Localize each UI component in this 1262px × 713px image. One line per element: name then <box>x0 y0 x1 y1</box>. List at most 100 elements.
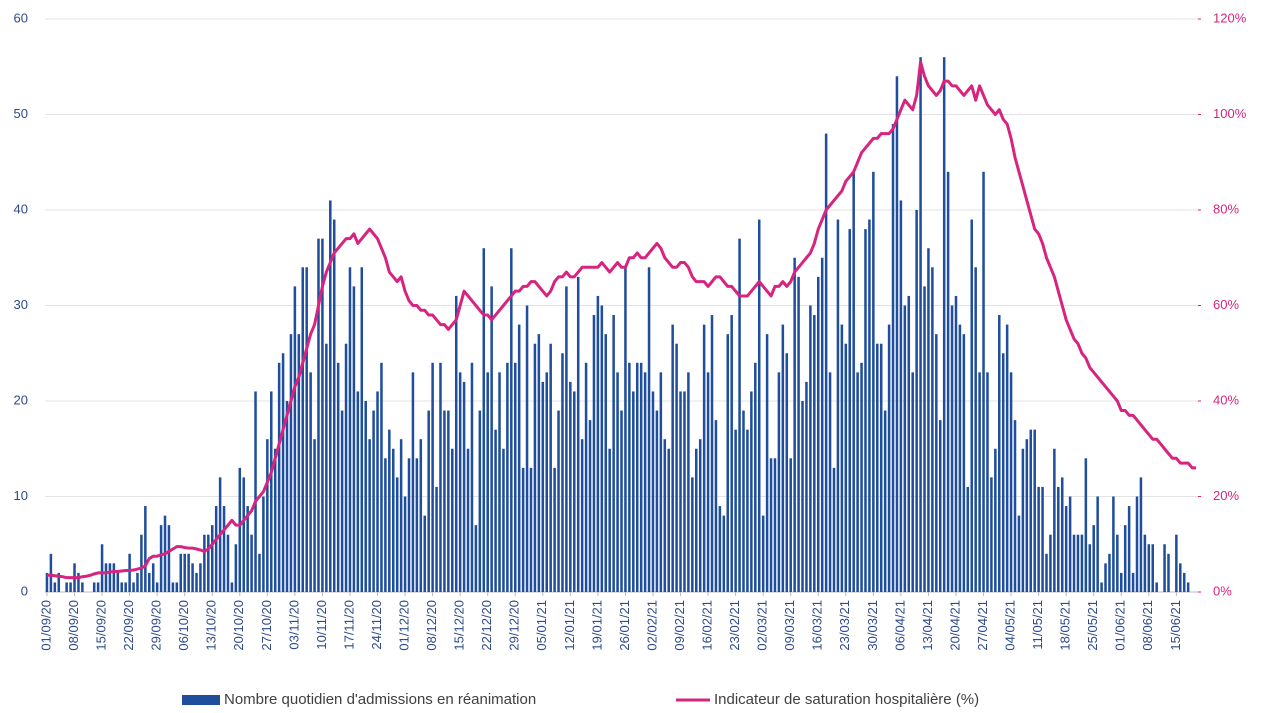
bar <box>1068 496 1072 592</box>
bar <box>388 429 391 592</box>
bar <box>998 315 1001 592</box>
bar <box>907 295 911 592</box>
x-tick-label: 16/03/21 <box>810 600 825 651</box>
bar <box>1100 582 1103 592</box>
bar <box>517 324 521 592</box>
x-tick-label: 20/10/20 <box>231 600 246 651</box>
bar <box>1131 572 1135 592</box>
bar <box>860 362 863 592</box>
bar <box>246 506 249 592</box>
bar <box>486 372 489 592</box>
bar <box>765 334 769 592</box>
bar <box>1104 563 1107 592</box>
bar <box>797 276 800 592</box>
x-tick-label: 22/12/20 <box>479 600 494 651</box>
y2-tick-label: 40% <box>1213 392 1239 407</box>
bar <box>309 372 312 592</box>
bar <box>954 295 958 592</box>
bar <box>600 305 604 592</box>
bar <box>506 362 509 592</box>
legend-label: Indicateur de saturation hospitalière (%… <box>714 691 979 708</box>
bar <box>616 372 619 592</box>
y-tick-label: 20 <box>14 392 28 407</box>
y-tick-label: 0 <box>21 583 28 598</box>
bar <box>336 362 340 592</box>
bar <box>1060 477 1064 592</box>
bar <box>1076 534 1080 592</box>
bar <box>352 286 356 592</box>
bar <box>789 458 792 592</box>
bar <box>498 372 501 592</box>
bar <box>777 372 781 592</box>
bar <box>242 477 245 592</box>
bar <box>419 439 423 592</box>
y2-tick-label: 0% <box>1213 583 1232 598</box>
bar <box>1005 324 1009 592</box>
bar <box>258 553 261 592</box>
bar <box>639 362 643 592</box>
bar <box>466 448 470 592</box>
bar <box>927 248 930 592</box>
bar <box>128 553 131 592</box>
bar <box>651 391 655 592</box>
bar <box>1084 458 1088 592</box>
bar <box>297 334 301 592</box>
bar <box>529 467 533 592</box>
bar <box>561 353 564 592</box>
bar <box>494 429 497 592</box>
bar <box>482 248 486 592</box>
bar <box>490 286 493 592</box>
bar <box>730 315 733 592</box>
bar <box>663 439 667 592</box>
bar <box>643 372 647 592</box>
bar <box>687 372 690 592</box>
x-tick-label: 30/03/21 <box>865 600 880 651</box>
bar <box>848 229 851 592</box>
bar <box>399 439 403 592</box>
bar <box>340 410 344 592</box>
bar <box>738 238 741 592</box>
x-tick-label: 27/04/21 <box>975 600 990 651</box>
x-tick-label: 08/12/20 <box>424 600 439 651</box>
bar <box>911 372 914 592</box>
x-tick-label: 29/09/20 <box>149 600 164 651</box>
bar <box>1112 496 1115 592</box>
bar <box>454 295 458 592</box>
bar <box>195 572 198 592</box>
bar <box>45 572 49 592</box>
y2-tick-label: 120% <box>1213 10 1247 25</box>
bar <box>1088 544 1092 592</box>
y-tick-label: 50 <box>14 106 28 121</box>
bar <box>698 439 702 592</box>
bar <box>533 343 537 592</box>
bar <box>285 401 289 592</box>
bar <box>994 448 997 592</box>
y2-tick-label: 20% <box>1213 488 1239 503</box>
bar <box>525 305 529 592</box>
bar <box>1163 544 1166 592</box>
bar <box>384 458 387 592</box>
x-tick-label: 23/02/21 <box>727 600 742 651</box>
bar <box>785 353 789 592</box>
bar <box>305 267 308 592</box>
bar <box>647 267 651 592</box>
bar <box>254 391 257 592</box>
bar <box>659 372 663 592</box>
bar <box>879 343 883 592</box>
bar <box>1135 496 1139 592</box>
bar <box>1053 448 1056 592</box>
bar <box>1108 553 1111 592</box>
bar <box>478 410 482 592</box>
bar <box>761 515 765 592</box>
x-tick-label: 19/01/21 <box>589 600 604 651</box>
bar <box>576 276 580 592</box>
bar <box>372 410 375 592</box>
bar <box>628 362 631 592</box>
bar <box>596 295 600 592</box>
x-tick-label: 01/06/21 <box>1113 600 1128 651</box>
bar <box>675 343 678 592</box>
bar <box>919 57 922 592</box>
x-tick-label: 24/11/20 <box>369 600 384 650</box>
bar <box>521 467 525 592</box>
bar <box>120 582 123 592</box>
